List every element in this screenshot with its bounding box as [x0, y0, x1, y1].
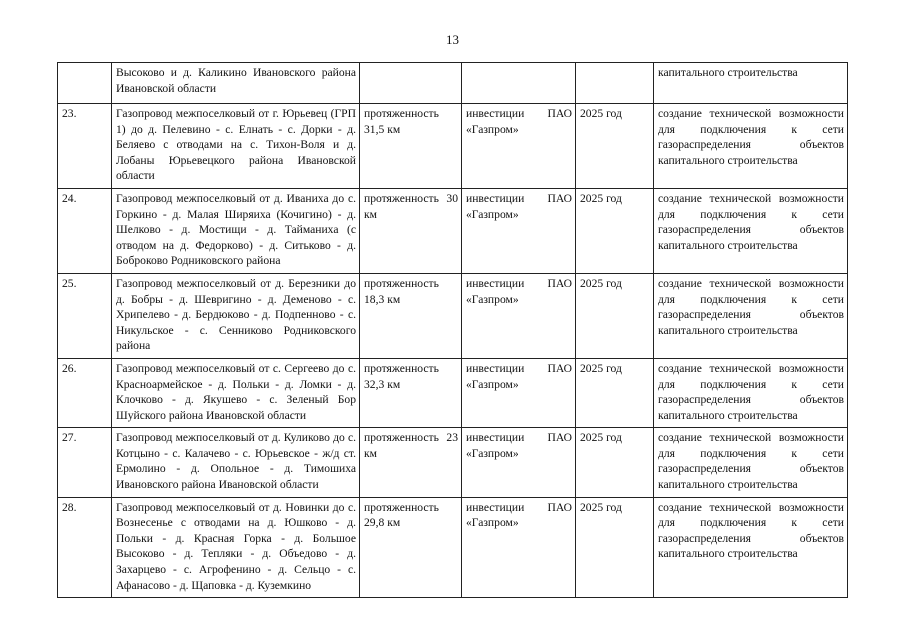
length-cell	[359, 62, 462, 104]
year-cell: 2025 год	[575, 427, 654, 498]
row-number-cell: 27.	[57, 427, 112, 498]
object-name-cell: Газопровод межпоселковый от д. Березники…	[111, 272, 360, 359]
year-cell: 2025 год	[575, 187, 654, 274]
funding-source-cell: инвестиции ПАО «Газпром»	[461, 427, 576, 498]
length-cell: протяженность 23 км	[359, 427, 462, 498]
funding-source-cell: инвестиции ПАО «Газпром»	[461, 357, 576, 429]
row-number-cell: 25.	[57, 272, 112, 359]
row-number-cell: 26.	[57, 357, 112, 429]
purpose-cell: создание технической возможности для под…	[653, 427, 848, 498]
page-number: 13	[446, 32, 459, 47]
object-name-cell: Газопровод межпоселковый от д. Куликово …	[111, 427, 360, 498]
year-cell	[575, 62, 654, 104]
length-cell: протяженность 31,5 км	[359, 103, 462, 189]
purpose-cell: капитального строительства	[653, 62, 848, 104]
row-number-cell: 24.	[57, 187, 112, 274]
funding-source-cell: инвестиции ПАО «Газпром»	[461, 272, 576, 359]
funding-source-cell: инвестиции ПАО «Газпром»	[461, 496, 576, 599]
purpose-cell: создание технической возможности для под…	[653, 496, 848, 599]
funding-source-cell: инвестиции ПАО «Газпром»	[461, 187, 576, 274]
funding-source-cell: инвестиции ПАО «Газпром»	[461, 103, 576, 189]
table-row: 24. Газопровод межпоселковый от д. Иваних…	[57, 187, 848, 274]
purpose-cell: создание технической возможности для под…	[653, 357, 848, 429]
purpose-cell: создание технической возможности для под…	[653, 272, 848, 359]
funding-source-cell	[461, 62, 576, 104]
gas-pipeline-table: Высоково и д. Каликино Ивановского район…	[57, 62, 848, 599]
length-cell: протяженность 30 км	[359, 187, 462, 274]
purpose-cell: создание технической возможности для под…	[653, 187, 848, 274]
table-row: 28. Газопровод межпоселковый от д. Новинк…	[57, 496, 848, 599]
object-name-cell: Газопровод межпоселковый от с. Сергеево …	[111, 357, 360, 429]
row-number-cell: 23.	[57, 103, 112, 189]
object-name-cell: Газопровод межпоселковый от г. Юрьевец (…	[111, 103, 360, 189]
table-row: 23. Газопровод межпоселковый от г. Юрьеве…	[57, 103, 848, 189]
table-row: Высоково и д. Каликино Ивановского район…	[57, 62, 848, 104]
table-row: 27. Газопровод межпоселковый от д. Кулико…	[57, 427, 848, 498]
year-cell: 2025 год	[575, 496, 654, 599]
year-cell: 2025 год	[575, 357, 654, 429]
object-name-cell: Высоково и д. Каликино Ивановского район…	[111, 62, 360, 104]
row-number-cell	[57, 62, 112, 104]
length-cell: протяженность 32,3 км	[359, 357, 462, 429]
object-name-cell: Газопровод межпоселковый от д. Иваниха д…	[111, 187, 360, 274]
year-cell: 2025 год	[575, 272, 654, 359]
object-name-cell: Газопровод межпоселковый от д. Новинки д…	[111, 496, 360, 599]
length-cell: протяженность 29,8 км	[359, 496, 462, 599]
table-row: 25. Газопровод межпоселковый от д. Березн…	[57, 272, 848, 359]
length-cell: протяженность 18,3 км	[359, 272, 462, 359]
table-row: 26. Газопровод межпоселковый от с. Сергее…	[57, 357, 848, 429]
row-number-cell: 28.	[57, 496, 112, 599]
year-cell: 2025 год	[575, 103, 654, 189]
purpose-cell: создание технической возможности для под…	[653, 103, 848, 189]
